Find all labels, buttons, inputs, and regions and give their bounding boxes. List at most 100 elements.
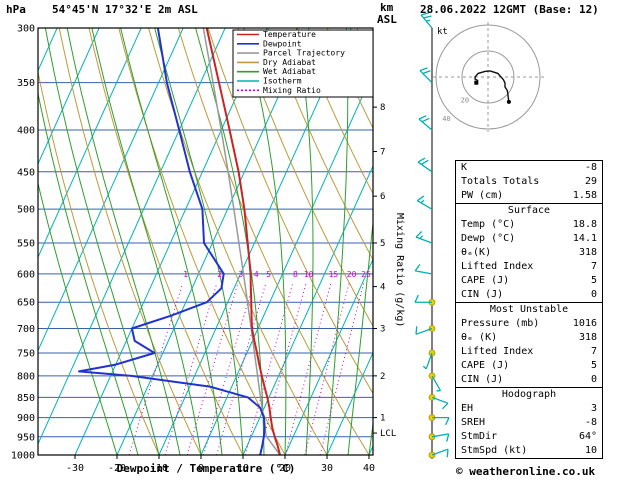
svg-text:800: 800 — [17, 371, 35, 382]
svg-text:Parcel Trajectory: Parcel Trajectory — [263, 49, 345, 58]
stat-row: EH 3 — [456, 402, 602, 416]
stat-label: Dewp (°C) — [461, 233, 516, 244]
stat-row: CIN (J) 0 — [456, 288, 602, 302]
svg-text:Temperature: Temperature — [263, 30, 316, 39]
svg-text:0: 0 — [198, 463, 204, 474]
svg-text:450: 450 — [17, 167, 35, 178]
stat-value: -8 — [584, 417, 597, 428]
svg-text:40: 40 — [363, 463, 375, 474]
stat-label: Temp (°C) — [461, 219, 516, 230]
stat-row: Pressure (mb) 1016 — [456, 317, 602, 331]
surface-section: Surface Temp (°C) 18.8 Dewp (°C) 14.1 θₑ(K… — [455, 203, 603, 303]
svg-text:550: 550 — [17, 238, 35, 249]
stat-label: CAPE (J) — [461, 360, 510, 371]
stat-row: StmDir 64° — [456, 430, 602, 444]
svg-text:20: 20 — [279, 463, 291, 474]
svg-text:10: 10 — [237, 463, 249, 474]
stat-row: Lifted Index 7 — [456, 345, 602, 359]
stat-row: θₑ (K) 318 — [456, 331, 602, 345]
stat-label: SREH — [461, 417, 486, 428]
pressure-axis-unit: hPa — [6, 3, 26, 16]
station-title: 54°45'N 17°32'E 2m ASL — [52, 3, 198, 16]
stat-row: Dewp (°C) 14.1 — [456, 232, 602, 246]
svg-text:Dewpoint: Dewpoint — [263, 39, 302, 48]
stat-value: 64° — [578, 431, 597, 442]
stat-label: Lifted Index — [461, 261, 534, 272]
stat-value: 10 — [584, 445, 597, 456]
svg-text:Isotherm: Isotherm — [263, 77, 302, 86]
indices-panel: K -8 Totals Totals 29 PW (cm) 1.58 Surface … — [455, 160, 603, 459]
stat-label: K — [461, 162, 468, 173]
svg-text:Mixing Ratio: Mixing Ratio — [263, 86, 321, 95]
stat-value: 0 — [590, 289, 597, 300]
stat-label: StmSpd (kt) — [461, 445, 528, 456]
stat-row: StmSpd (kt) 10 — [456, 444, 602, 458]
stat-label: Lifted Index — [461, 346, 534, 357]
svg-text:6: 6 — [380, 192, 385, 202]
altitude-axis-unit-km: km — [380, 1, 394, 14]
stat-row: SREH -8 — [456, 416, 602, 430]
stat-value: 0 — [590, 374, 597, 385]
svg-text:500: 500 — [17, 205, 35, 216]
stat-label: CIN (J) — [461, 289, 504, 300]
svg-text:750: 750 — [17, 348, 35, 359]
stat-value: 14.1 — [572, 233, 597, 244]
stat-row: θₑ(K) 318 — [456, 246, 602, 260]
stat-row: CAPE (J) 5 — [456, 274, 602, 288]
svg-text:1: 1 — [183, 270, 188, 279]
svg-text:4: 4 — [380, 283, 385, 293]
stat-row: Lifted Index 7 — [456, 260, 602, 274]
stat-value: 1016 — [572, 318, 597, 329]
svg-text:kt: kt — [437, 27, 448, 37]
svg-text:8: 8 — [380, 103, 385, 113]
section-title: Hodograph — [501, 389, 557, 400]
svg-text:3: 3 — [238, 270, 243, 279]
summary-indices-section: K -8 Totals Totals 29 PW (cm) 1.58 — [455, 160, 603, 204]
mixing-ratio-axis-label: Mixing Ratio (g/kg) — [394, 213, 405, 328]
x-axis-label: Dewpoint / Temperature (°C) — [116, 462, 296, 475]
stat-row: Totals Totals 29 — [456, 175, 602, 189]
svg-text:2: 2 — [217, 270, 222, 279]
svg-text:1000: 1000 — [11, 451, 35, 462]
svg-text:25: 25 — [361, 270, 371, 279]
stat-label: PW (cm) — [461, 190, 504, 201]
stat-value: 5 — [590, 360, 597, 371]
most-unstable-section: Most Unstable Pressure (mb) 1016 θₑ (K) 31… — [455, 302, 603, 388]
stat-value: 7 — [590, 346, 597, 357]
svg-text:350: 350 — [17, 78, 35, 89]
stat-label: StmDir — [461, 431, 498, 442]
datetime-title: 28.06.2022 12GMT (Base: 12) — [420, 3, 599, 16]
svg-text:15: 15 — [329, 270, 339, 279]
stat-value: 318 — [578, 247, 597, 258]
svg-text:30: 30 — [321, 463, 333, 474]
stat-label: θₑ (K) — [461, 332, 498, 343]
svg-text:10: 10 — [304, 270, 314, 279]
svg-text:Wet Adiabat: Wet Adiabat — [263, 67, 316, 76]
svg-text:LCL: LCL — [380, 429, 396, 439]
stat-value: 7 — [590, 261, 597, 272]
svg-text:40: 40 — [442, 115, 450, 123]
svg-text:-20: -20 — [108, 463, 126, 474]
stat-label: CAPE (J) — [461, 275, 510, 286]
stat-value: 5 — [590, 275, 597, 286]
stat-label: θₑ(K) — [461, 247, 492, 258]
svg-text:7: 7 — [380, 148, 385, 158]
stat-row: K -8 — [456, 161, 602, 175]
stat-value: 29 — [584, 176, 597, 187]
svg-text:1: 1 — [380, 414, 385, 424]
svg-text:20: 20 — [461, 96, 469, 104]
stat-label: EH — [461, 403, 474, 414]
stat-row: CIN (J) 0 — [456, 373, 602, 387]
stat-row: CAPE (J) 5 — [456, 359, 602, 373]
svg-text:700: 700 — [17, 324, 35, 335]
stat-label: Pressure (mb) — [461, 318, 540, 329]
stat-row: Temp (°C) 18.8 — [456, 218, 602, 232]
svg-text:-10: -10 — [150, 463, 168, 474]
svg-text:Dry Adiabat: Dry Adiabat — [263, 58, 316, 67]
svg-text:20: 20 — [347, 270, 357, 279]
section-title: Surface — [507, 205, 551, 216]
svg-text:400: 400 — [17, 126, 35, 137]
svg-text:-30: -30 — [66, 463, 84, 474]
